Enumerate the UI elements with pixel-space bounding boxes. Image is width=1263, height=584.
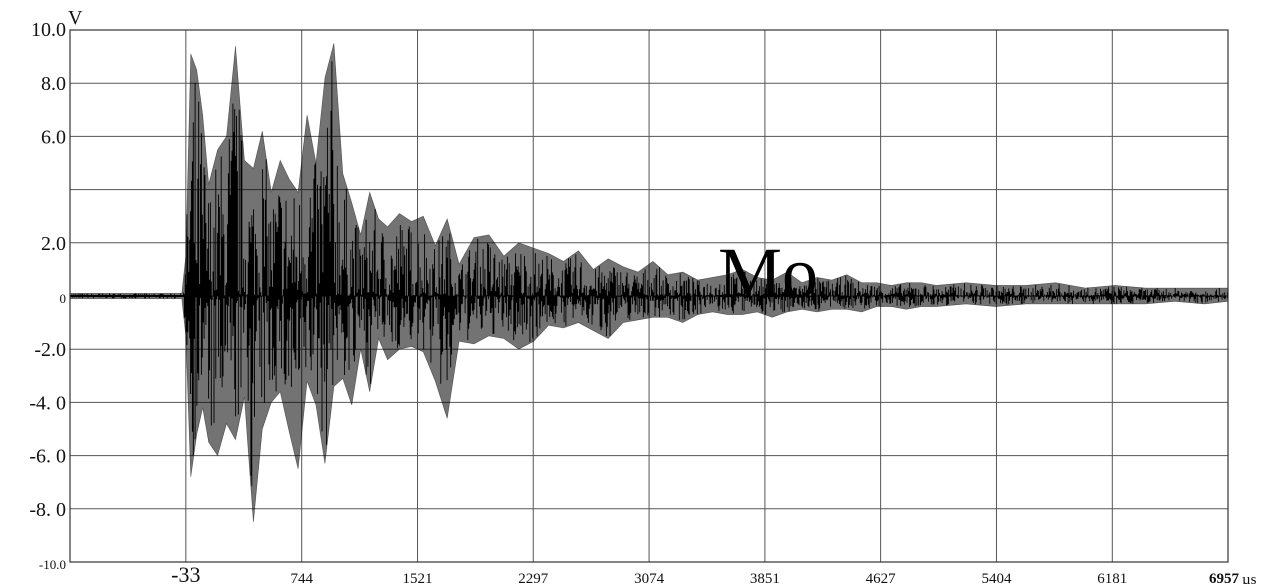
plot-frame [69,29,1229,563]
series-lower-envelope [70,298,1229,523]
y-tick-label: -8. 0 [29,499,66,521]
y-axis-unit-label: V [68,7,83,29]
series-upper-envelope [70,43,1228,294]
x-tick-label: 1521 [403,571,433,584]
x-tick-label: 3074 [634,571,665,584]
y-tick-label: -2.0 [34,339,66,361]
y-tick-label: 6.0 [41,126,66,148]
y-axis-tick-labels: 10.0 8.0 6.0 2.0 0 -2.0 -4. 0 -6. 0 -8. 0 -10.0 [29,19,66,572]
y-tick-label: -10.0 [39,557,66,572]
x-tick-label: 3851 [750,571,780,584]
y-tick-label: -6. 0 [29,446,66,468]
y-tick-label: -4. 0 [29,392,66,414]
y-tick-label: 0 [60,291,67,306]
x-tick-label: -33 [171,562,200,584]
x-axis-unit-label: µs [1242,572,1257,584]
series-envelope [70,43,1228,523]
element-annotation-label: Mo [718,233,818,313]
x-tick-label: 6181 [1097,571,1127,584]
y-tick-label: 2.0 [41,233,66,255]
x-tick-label: 744 [290,571,313,584]
x-tick-label: 5404 [981,571,1012,584]
y-tick-label: 8.0 [41,73,66,95]
y-tick-label: 10.0 [31,19,66,41]
x-tick-label: 4627 [866,571,897,584]
x-tick-label: 2297 [518,571,549,584]
x-axis-tick-labels: -33 744 1521 2297 3074 3851 4627 5404 6181 6957 [171,562,1239,584]
x-tick-label: 6957 [1209,571,1240,584]
